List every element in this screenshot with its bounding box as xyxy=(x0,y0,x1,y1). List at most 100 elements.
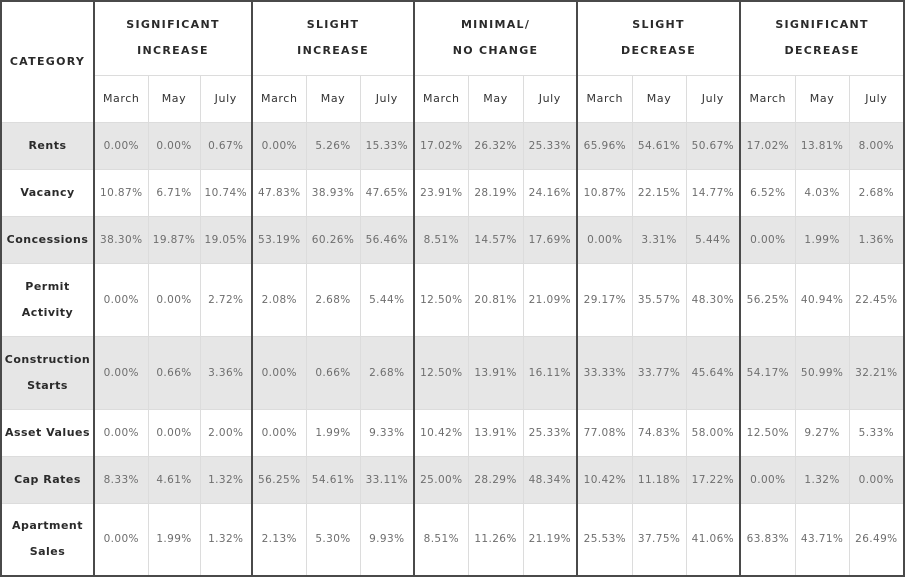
month-header: March xyxy=(576,74,633,123)
table-cell: 1.32% xyxy=(794,455,850,504)
month-header: July xyxy=(685,74,742,123)
table-cell: 9.93% xyxy=(359,502,416,577)
table-cell: 19.05% xyxy=(199,215,254,264)
month-header: May xyxy=(467,74,524,123)
table-cell: 20.81% xyxy=(467,262,524,337)
table-cell: 1.32% xyxy=(199,502,254,577)
table-cell: 15.33% xyxy=(359,121,416,170)
group-header-row: CATEGORY SIGNIFICANT INCREASE SLIGHT INC… xyxy=(0,0,905,123)
table-cell: 47.83% xyxy=(251,168,307,217)
group-header-slight-decrease: SLIGHT DECREASE xyxy=(576,0,742,76)
month-header: March xyxy=(739,74,796,123)
table-cell: 17.69% xyxy=(522,215,579,264)
table-row: Apartment Sales 0.00% 1.99% 1.32% 2.13% 5.30%… xyxy=(0,502,905,577)
table-cell: 25.33% xyxy=(522,408,579,457)
month-header: May xyxy=(631,74,687,123)
table-cell: 38.30% xyxy=(93,215,149,264)
table-cell: 25.00% xyxy=(413,455,469,504)
group-header-minimal-no-change: MINIMAL/ NO CHANGE xyxy=(413,0,579,76)
table-cell: 53.19% xyxy=(251,215,307,264)
table-cell: 3.36% xyxy=(199,335,254,410)
table-cell: 2.00% xyxy=(199,408,254,457)
table-cell: 0.00% xyxy=(739,215,796,264)
table-cell: 22.15% xyxy=(631,168,687,217)
month-header: March xyxy=(251,74,307,123)
table-cell: 14.77% xyxy=(685,168,742,217)
row-label: Cap Rates xyxy=(0,455,95,504)
table-cell: 0.00% xyxy=(576,215,633,264)
table-cell: 23.91% xyxy=(413,168,469,217)
table-cell: 1.99% xyxy=(147,502,201,577)
month-header: March xyxy=(413,74,469,123)
table-cell: 50.99% xyxy=(794,335,850,410)
table-cell: 12.50% xyxy=(739,408,796,457)
group-header-line: SLIGHT xyxy=(306,18,360,32)
table-cell: 29.17% xyxy=(576,262,633,337)
group-header-line: MINIMAL/ xyxy=(460,18,531,32)
table-cell: 21.19% xyxy=(522,502,579,577)
table-cell: 0.00% xyxy=(93,262,149,337)
table-cell: 1.36% xyxy=(848,215,905,264)
table-cell: 0.00% xyxy=(147,408,201,457)
table-cell: 45.64% xyxy=(685,335,742,410)
table-cell: 0.00% xyxy=(739,455,796,504)
table-cell: 11.26% xyxy=(467,502,524,577)
table-cell: 6.71% xyxy=(147,168,201,217)
table-cell: 19.87% xyxy=(147,215,201,264)
table-cell: 0.00% xyxy=(93,121,149,170)
month-header: July xyxy=(199,74,254,123)
table-cell: 2.13% xyxy=(251,502,307,577)
table-cell: 17.02% xyxy=(413,121,469,170)
table-cell: 56.46% xyxy=(359,215,416,264)
table-cell: 10.87% xyxy=(576,168,633,217)
group-header-significant-increase: SIGNIFICANT INCREASE xyxy=(92,0,254,76)
month-header: May xyxy=(794,74,850,123)
table-cell: 0.00% xyxy=(147,121,201,170)
table-row: Permit Activity 0.00% 0.00% 2.72% 2.08% 2.68%… xyxy=(0,262,905,337)
month-header: March xyxy=(93,74,149,123)
table-cell: 1.99% xyxy=(305,408,361,457)
group-header-line: NO CHANGE xyxy=(452,44,539,58)
table-cell: 24.16% xyxy=(522,168,579,217)
table-cell: 28.19% xyxy=(467,168,524,217)
row-label: Construction Starts xyxy=(0,335,95,410)
group-header-line: SIGNIFICANT xyxy=(775,18,869,32)
table-cell: 54.17% xyxy=(739,335,796,410)
table-cell: 9.33% xyxy=(359,408,416,457)
table-row: Cap Rates 8.33% 4.61% 1.32% 56.25% 54.61% 33.1… xyxy=(0,455,905,504)
row-label: Apartment Sales xyxy=(0,502,95,577)
table-cell: 33.11% xyxy=(359,455,416,504)
group-header-line: SLIGHT xyxy=(632,18,685,32)
table-cell: 10.42% xyxy=(413,408,469,457)
month-header: July xyxy=(359,74,416,123)
row-label: Asset Values xyxy=(0,408,95,457)
table-cell: 0.00% xyxy=(147,262,201,337)
table-cell: 25.33% xyxy=(522,121,579,170)
table-cell: 26.49% xyxy=(848,502,905,577)
table-cell: 12.50% xyxy=(413,335,469,410)
month-header: May xyxy=(305,74,361,123)
group-header-line: INCREASE xyxy=(137,44,209,58)
table-cell: 2.68% xyxy=(359,335,416,410)
table-cell: 4.61% xyxy=(147,455,201,504)
table-cell: 77.08% xyxy=(576,408,633,457)
table-cell: 0.00% xyxy=(251,121,307,170)
table-row: Construction Starts 0.00% 0.66% 3.36% 0.00% 0… xyxy=(0,335,905,410)
table-row: Rents 0.00% 0.00% 0.67% 0.00% 5.26% 15.33% 17.0… xyxy=(0,121,905,170)
group-header-line: DECREASE xyxy=(621,44,697,58)
table-cell: 25.53% xyxy=(576,502,633,577)
table-cell: 5.44% xyxy=(359,262,416,337)
table-cell: 8.51% xyxy=(413,502,469,577)
table-row: Vacancy 10.87% 6.71% 10.74% 47.83% 38.93% 47.6… xyxy=(0,168,905,217)
table-cell: 0.00% xyxy=(93,335,149,410)
month-header: July xyxy=(848,74,905,123)
table-cell: 65.96% xyxy=(576,121,633,170)
table-cell: 38.93% xyxy=(305,168,361,217)
row-label: Rents xyxy=(0,121,95,170)
table-cell: 2.68% xyxy=(305,262,361,337)
table-cell: 5.44% xyxy=(685,215,742,264)
table-cell: 0.00% xyxy=(848,455,905,504)
table-cell: 63.83% xyxy=(739,502,796,577)
table-cell: 0.00% xyxy=(93,502,149,577)
